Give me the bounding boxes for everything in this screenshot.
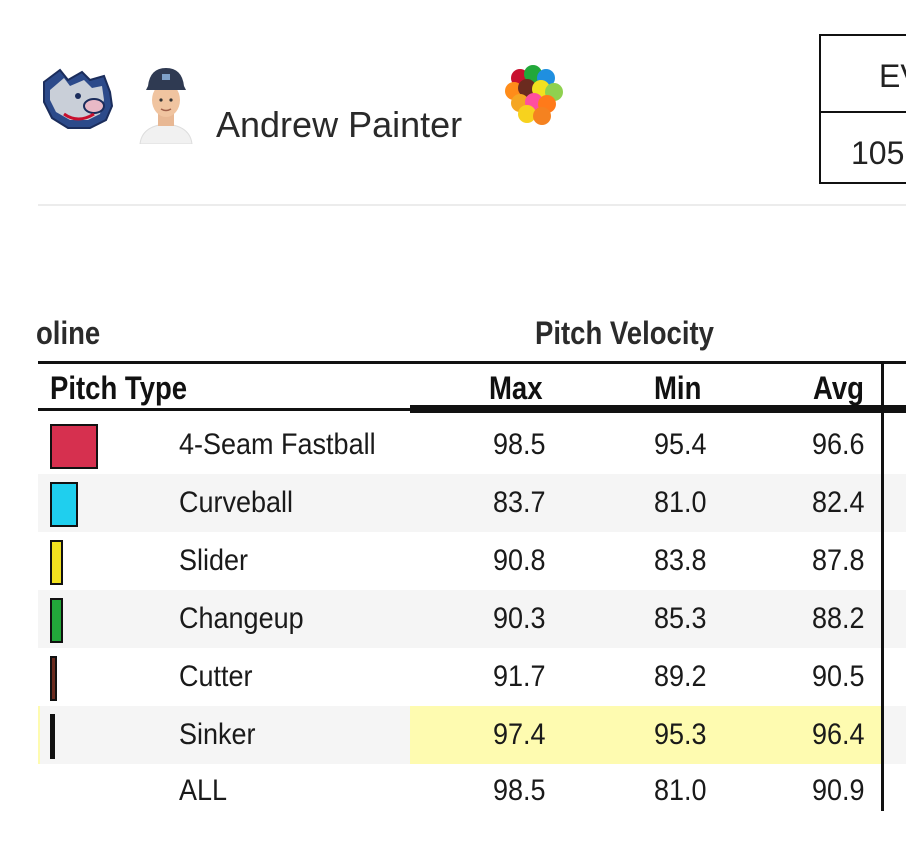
min-velocity: 83.8 <box>654 544 707 577</box>
min-velocity: 81.0 <box>654 486 707 519</box>
table-row: Sinker 97.4 95.3 96.4 <box>38 706 906 764</box>
pitch-type-name: Sinker <box>179 718 256 751</box>
pitch-color-swatch <box>50 424 98 469</box>
stat-box-divider <box>821 111 906 113</box>
group-label-velocity: Pitch Velocity <box>535 315 714 351</box>
pitch-type-name: Curveball <box>179 486 294 519</box>
table-top-rule <box>38 361 906 364</box>
table-row: Cutter 91.7 89.2 90.5 <box>38 648 906 706</box>
table-row: Slider 90.8 83.8 87.8 <box>38 532 906 590</box>
min-velocity: 81.0 <box>654 774 707 807</box>
pitch-type-name: ALL <box>179 774 228 807</box>
pitch-color-swatch <box>50 598 63 643</box>
row-highlight-mark <box>38 706 40 764</box>
max-velocity: 91.7 <box>493 660 546 693</box>
max-velocity: 83.7 <box>493 486 546 519</box>
min-velocity: 95.4 <box>654 428 707 461</box>
pitch-color-swatch <box>50 482 78 527</box>
min-velocity: 95.3 <box>654 718 707 751</box>
column-header-min: Min <box>654 370 702 406</box>
avg-velocity: 90.5 <box>812 660 865 693</box>
table-row: Changeup 90.3 85.3 88.2 <box>38 590 906 648</box>
max-velocity: 90.8 <box>493 544 546 577</box>
max-velocity: 98.5 <box>493 774 546 807</box>
pitch-color-swatch <box>50 656 57 701</box>
pitch-color-logo <box>500 64 566 130</box>
table-row: 4-Seam Fastball 98.5 95.4 96.6 <box>38 416 906 474</box>
avg-velocity: 88.2 <box>812 602 865 635</box>
pitch-color-swatch <box>50 540 63 585</box>
stat-box-header: EV <box>879 58 906 94</box>
avg-velocity: 82.4 <box>812 486 865 519</box>
min-velocity: 85.3 <box>654 602 707 635</box>
table-row: Curveball 83.7 81.0 82.4 <box>38 474 906 532</box>
pitch-type-name: Changeup <box>179 602 304 635</box>
pitch-type-name: Slider <box>179 544 249 577</box>
column-header-max: Max <box>489 370 543 406</box>
column-header-pitch-type: Pitch Type <box>50 370 188 406</box>
min-velocity: 89.2 <box>654 660 707 693</box>
max-velocity: 97.4 <box>493 718 546 751</box>
header-divider <box>38 204 906 206</box>
avg-velocity: 87.8 <box>812 544 865 577</box>
team-logo <box>38 62 118 142</box>
pitch-color-swatch <box>50 714 55 759</box>
stat-box: EV 105 <box>819 34 906 184</box>
header-under-rule <box>38 408 410 411</box>
group-label-left: oline <box>36 315 101 351</box>
column-header-avg: Avg <box>813 370 864 406</box>
max-velocity: 90.3 <box>493 602 546 635</box>
header-under-rule-thick <box>410 405 906 413</box>
stat-box-value: 105 <box>851 135 905 171</box>
pitch-type-name: 4-Seam Fastball <box>179 428 376 461</box>
player-photo <box>138 64 194 145</box>
avg-velocity: 96.6 <box>812 428 865 461</box>
pitch-type-name: Cutter <box>179 660 253 693</box>
table-row-total: ALL 98.5 81.0 90.9 <box>38 762 906 820</box>
avg-velocity: 96.4 <box>812 718 865 751</box>
avg-velocity: 90.9 <box>812 774 865 807</box>
max-velocity: 98.5 <box>493 428 546 461</box>
player-name: Andrew Painter <box>216 104 463 145</box>
row-highlight <box>410 706 882 764</box>
table-right-border <box>881 361 884 811</box>
